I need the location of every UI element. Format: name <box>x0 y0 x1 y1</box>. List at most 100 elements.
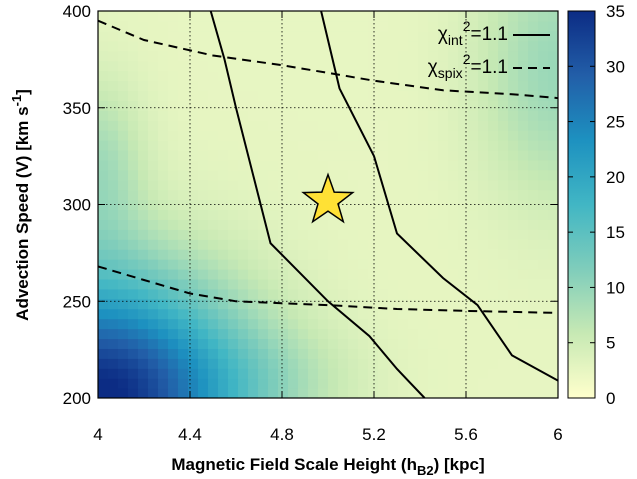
heatmap-cell <box>518 288 529 300</box>
heatmap-cell <box>428 30 439 42</box>
heatmap-cell <box>358 348 369 359</box>
heatmap-cell <box>378 249 389 260</box>
heatmap-cell <box>98 328 109 340</box>
heatmap-cell <box>138 80 149 91</box>
heatmap-cell <box>218 70 229 82</box>
heatmap-cell <box>378 378 389 389</box>
heatmap-cell <box>448 140 459 151</box>
heatmap-cell <box>248 298 259 310</box>
heatmap-cell <box>208 100 219 111</box>
heatmap-cell <box>408 278 419 290</box>
heatmap-cell <box>428 40 439 52</box>
heatmap-cell <box>408 298 419 310</box>
heatmap-cell <box>108 90 119 101</box>
heatmap-cell <box>288 368 299 379</box>
heatmap-cell <box>448 179 459 191</box>
heatmap-cell <box>328 358 339 369</box>
heatmap-cell <box>278 50 289 62</box>
heatmap-cell <box>358 60 369 72</box>
heatmap-cell <box>498 378 509 389</box>
heatmap-cell <box>208 348 219 359</box>
heatmap-cell <box>238 328 249 340</box>
heatmap-cell <box>98 110 109 121</box>
y-tick-label: 350 <box>63 99 91 118</box>
heatmap-cell <box>398 140 409 151</box>
heatmap-cell <box>138 159 149 171</box>
heatmap-cell <box>348 100 359 111</box>
heatmap-cell <box>488 219 499 230</box>
heatmap-cell <box>228 189 239 201</box>
heatmap-cell <box>518 229 529 240</box>
heatmap-cell <box>478 209 489 220</box>
heatmap-cell <box>518 70 529 82</box>
heatmap-cell <box>448 269 459 280</box>
heatmap-cell <box>548 358 558 369</box>
heatmap-cell <box>448 130 459 141</box>
heatmap-cell <box>238 219 249 230</box>
heatmap-cell <box>518 189 529 201</box>
heatmap-cell <box>438 368 449 379</box>
heatmap-cell <box>468 80 479 91</box>
heatmap-cell <box>438 209 449 220</box>
heatmap-cell <box>128 189 139 201</box>
heatmap-cell <box>158 249 169 260</box>
heatmap-cell <box>358 120 369 131</box>
heatmap-cell <box>518 358 529 369</box>
heatmap-cell <box>238 388 249 398</box>
heatmap-cell <box>218 239 229 250</box>
heatmap-cell <box>548 239 558 250</box>
heatmap-cell <box>298 11 309 22</box>
heatmap-cell <box>518 20 529 32</box>
heatmap-cell <box>118 110 129 121</box>
heatmap-cell <box>438 149 449 161</box>
heatmap-cell <box>308 269 319 280</box>
heatmap-cell <box>378 100 389 111</box>
heatmap-cell <box>198 298 209 310</box>
heatmap-cell <box>348 219 359 230</box>
heatmap-cell <box>528 239 539 250</box>
heatmap-cell <box>328 130 339 141</box>
heatmap-cell <box>268 338 279 349</box>
heatmap-cell <box>488 368 499 379</box>
heatmap-cell <box>258 219 269 230</box>
colorbar-tick-label: 30 <box>606 57 625 76</box>
heatmap-cell <box>138 100 149 111</box>
heatmap-cell <box>518 159 529 171</box>
heatmap-cell <box>388 80 399 91</box>
x-axis-title-sub: B2 <box>417 463 434 478</box>
heatmap-cell <box>188 328 199 340</box>
heatmap-cell <box>428 269 439 280</box>
heatmap-cell <box>448 60 459 72</box>
heatmap-cell <box>378 278 389 290</box>
heatmap-cell <box>98 378 109 389</box>
heatmap-cell <box>398 11 409 22</box>
heatmap-cell <box>368 30 379 42</box>
heatmap-cell <box>108 189 119 201</box>
heatmap-cell <box>168 239 179 250</box>
heatmap-cell <box>488 20 499 32</box>
heatmap-cell <box>388 199 399 211</box>
heatmap-cell <box>248 378 259 389</box>
heatmap-cell <box>118 318 129 330</box>
heatmap-cell <box>268 388 279 398</box>
heatmap-cell <box>238 288 249 300</box>
heatmap-cell <box>228 110 239 121</box>
heatmap-cell <box>248 179 259 191</box>
y-axis-title: Advection Speed (V) [km s-1] <box>9 89 32 321</box>
heatmap-cell <box>498 20 509 32</box>
heatmap-cell <box>288 70 299 82</box>
heatmap-cell <box>458 308 469 320</box>
heatmap-cell <box>128 388 139 398</box>
heatmap-cell <box>138 229 149 240</box>
heatmap-cell <box>548 259 558 270</box>
heatmap-cell <box>198 378 209 389</box>
heatmap-cell <box>198 159 209 171</box>
heatmap-cell <box>118 308 129 320</box>
heatmap-cell <box>208 20 219 32</box>
heatmap-cell <box>108 209 119 220</box>
heatmap-cell <box>468 70 479 82</box>
heatmap-cell <box>308 30 319 42</box>
heatmap-cell <box>148 130 159 141</box>
heatmap-cell <box>358 368 369 379</box>
